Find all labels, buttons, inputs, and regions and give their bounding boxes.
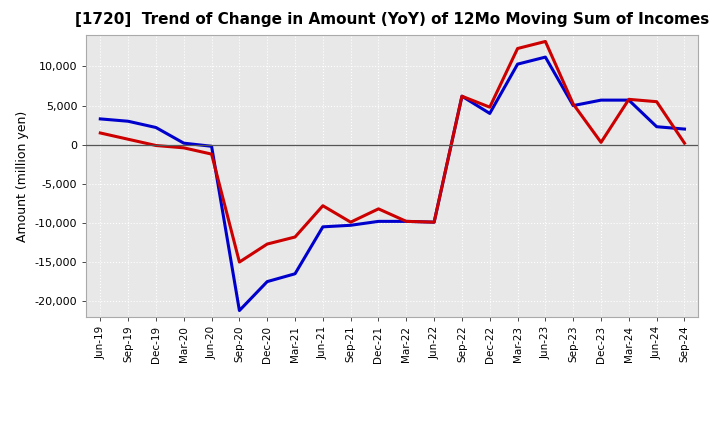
Net Income xyxy=(485,105,494,110)
Ordinary Income xyxy=(179,140,188,146)
Line: Ordinary Income: Ordinary Income xyxy=(100,57,685,311)
Ordinary Income xyxy=(680,126,689,132)
Net Income xyxy=(318,203,327,209)
Ordinary Income xyxy=(652,124,661,129)
Net Income xyxy=(207,151,216,157)
Ordinary Income xyxy=(207,143,216,149)
Net Income xyxy=(402,219,410,224)
Title: [1720]  Trend of Change in Amount (YoY) of 12Mo Moving Sum of Incomes: [1720] Trend of Change in Amount (YoY) o… xyxy=(76,12,709,27)
Ordinary Income xyxy=(624,98,633,103)
Net Income xyxy=(346,220,355,225)
Net Income xyxy=(235,260,243,265)
Net Income xyxy=(624,97,633,102)
Ordinary Income xyxy=(458,94,467,99)
Net Income xyxy=(374,206,383,212)
Ordinary Income xyxy=(318,224,327,230)
Ordinary Income xyxy=(152,125,161,130)
Net Income xyxy=(458,94,467,99)
Ordinary Income xyxy=(263,279,271,284)
Ordinary Income xyxy=(374,219,383,224)
Net Income xyxy=(96,130,104,136)
Ordinary Income xyxy=(541,55,550,60)
Ordinary Income xyxy=(346,223,355,228)
Net Income xyxy=(124,136,132,142)
Ordinary Income xyxy=(402,219,410,224)
Net Income xyxy=(152,143,161,148)
Net Income xyxy=(541,39,550,44)
Net Income xyxy=(263,242,271,247)
Net Income xyxy=(597,140,606,145)
Net Income xyxy=(652,99,661,104)
Net Income xyxy=(179,145,188,150)
Net Income xyxy=(513,46,522,51)
Net Income xyxy=(569,101,577,106)
Ordinary Income xyxy=(513,62,522,67)
Ordinary Income xyxy=(235,308,243,313)
Net Income xyxy=(680,140,689,146)
Ordinary Income xyxy=(124,119,132,124)
Ordinary Income xyxy=(569,103,577,108)
Line: Net Income: Net Income xyxy=(100,41,685,262)
Ordinary Income xyxy=(597,98,606,103)
Net Income xyxy=(291,235,300,240)
Ordinary Income xyxy=(430,220,438,225)
Ordinary Income xyxy=(291,271,300,276)
Ordinary Income xyxy=(96,116,104,121)
Y-axis label: Amount (million yen): Amount (million yen) xyxy=(16,110,30,242)
Ordinary Income xyxy=(485,111,494,116)
Net Income xyxy=(430,220,438,225)
